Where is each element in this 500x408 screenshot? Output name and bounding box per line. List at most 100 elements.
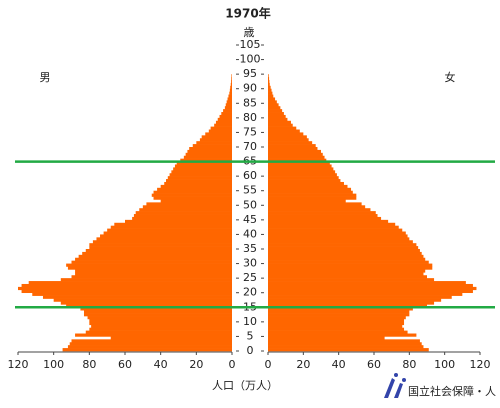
bar xyxy=(60,278,232,282)
bar xyxy=(78,254,232,259)
bar xyxy=(268,117,288,122)
bar xyxy=(268,85,271,90)
bar xyxy=(210,126,232,130)
bar xyxy=(268,170,336,174)
bar xyxy=(268,307,413,311)
bar xyxy=(268,283,473,288)
bar xyxy=(146,202,232,206)
bar xyxy=(66,304,233,308)
bar xyxy=(89,327,232,331)
y-tick-label: 95 xyxy=(243,67,257,80)
y-tick-label: 40 xyxy=(243,227,257,240)
bar xyxy=(268,348,429,352)
bar xyxy=(268,211,376,215)
bar xyxy=(268,202,362,206)
bar xyxy=(268,342,422,346)
y-tick-label: 25 xyxy=(243,271,257,284)
bar xyxy=(268,234,408,238)
bar xyxy=(153,196,232,200)
bar xyxy=(268,112,284,116)
bar xyxy=(89,318,232,323)
bar xyxy=(268,316,406,320)
x-tick-label: 20 xyxy=(189,358,203,371)
x-tick-label: 60 xyxy=(367,358,381,371)
bar xyxy=(53,298,232,302)
x-tick-label: 40 xyxy=(154,358,168,371)
bar xyxy=(75,333,232,337)
bar xyxy=(180,158,232,162)
bar xyxy=(217,117,232,122)
bar xyxy=(60,301,232,305)
bar xyxy=(268,173,337,177)
bar xyxy=(18,286,232,291)
bar xyxy=(66,263,233,267)
bar xyxy=(268,123,293,127)
y-tick-label: 75 xyxy=(243,125,257,138)
x-tick-label: 80 xyxy=(402,358,416,371)
bar xyxy=(268,222,396,226)
x-tick-label: 80 xyxy=(82,358,96,371)
bar xyxy=(268,336,385,340)
bar xyxy=(268,187,352,192)
bar xyxy=(157,187,232,192)
bar xyxy=(110,225,232,229)
bar xyxy=(139,208,232,212)
bar xyxy=(75,257,232,261)
y-tick-label: 85 xyxy=(243,96,257,109)
logo xyxy=(384,373,406,398)
bar xyxy=(268,205,366,209)
bar xyxy=(153,190,232,194)
y-tick-label: 35 xyxy=(243,242,257,255)
bar xyxy=(114,222,232,226)
bar xyxy=(231,79,232,84)
bar xyxy=(67,266,232,270)
bar xyxy=(268,94,274,98)
bar xyxy=(268,179,341,183)
bar xyxy=(268,333,417,337)
x-tick-label: 40 xyxy=(332,358,346,371)
bar xyxy=(125,219,232,224)
bar xyxy=(229,88,232,92)
bar xyxy=(268,345,424,349)
bar xyxy=(228,94,232,98)
bar xyxy=(268,79,270,84)
bar xyxy=(268,263,433,267)
bar xyxy=(133,214,232,218)
bar xyxy=(103,231,232,235)
bar xyxy=(268,91,273,95)
y-tick-label: 70 xyxy=(243,140,257,153)
bar xyxy=(268,144,316,148)
bar xyxy=(268,321,405,326)
bar xyxy=(268,278,435,282)
bar xyxy=(268,164,332,168)
y-tick-label: 50 xyxy=(243,198,257,211)
bar xyxy=(268,138,309,142)
bar xyxy=(160,184,232,189)
bar xyxy=(183,155,232,159)
bar xyxy=(185,152,232,157)
bar xyxy=(268,208,371,212)
bar xyxy=(71,260,232,264)
y-tick-label: 5 xyxy=(247,329,254,342)
bar xyxy=(268,219,389,224)
bar xyxy=(268,132,304,136)
bar xyxy=(189,147,232,151)
bar xyxy=(107,228,232,232)
y-tick-label: 90 xyxy=(243,82,257,95)
bar xyxy=(268,286,477,291)
bar xyxy=(268,147,318,151)
y-tick-label: 10 xyxy=(243,315,257,328)
bar xyxy=(85,330,233,334)
bar xyxy=(164,181,232,186)
bar xyxy=(135,211,232,215)
bar xyxy=(166,179,232,183)
bar xyxy=(171,170,232,174)
bar xyxy=(268,228,403,232)
bar xyxy=(268,324,403,328)
bar xyxy=(169,173,232,177)
bar xyxy=(142,205,232,209)
bar xyxy=(268,88,272,92)
chart-title: 1970年 xyxy=(225,6,270,21)
